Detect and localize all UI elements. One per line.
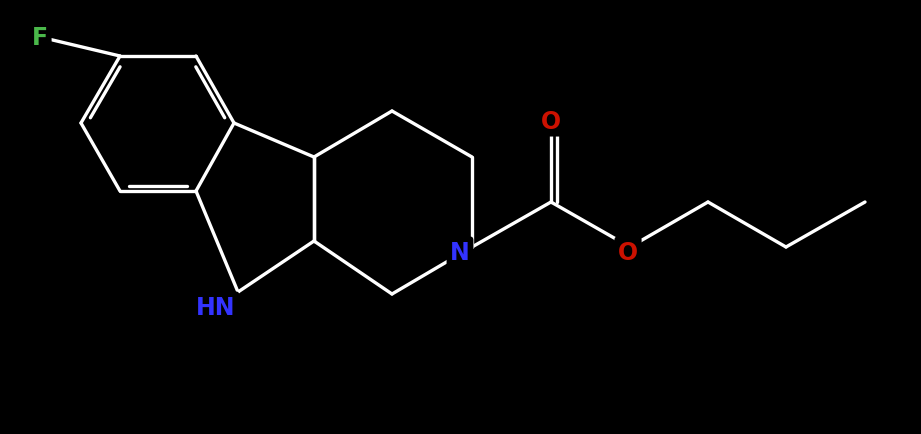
Text: F: F [32,26,48,50]
Text: O: O [541,110,561,134]
Text: O: O [618,240,638,264]
Text: HN: HN [196,295,236,319]
Text: N: N [450,240,470,264]
